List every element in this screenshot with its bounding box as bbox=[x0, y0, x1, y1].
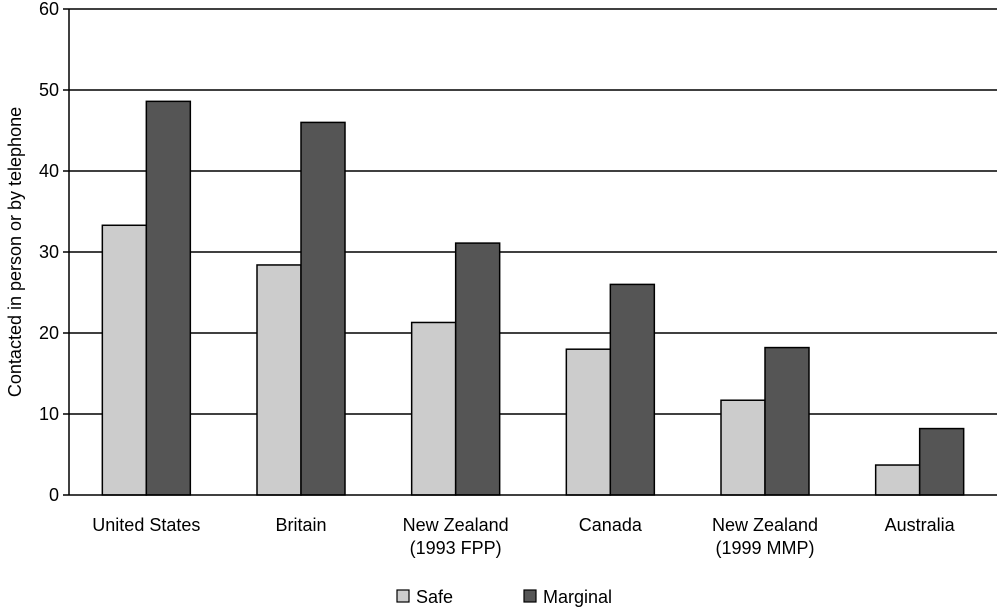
x-category-label: Canada bbox=[579, 515, 643, 535]
bar-safe-0 bbox=[101, 224, 148, 496]
axes bbox=[63, 8, 997, 496]
labels: 0 10 20 30 40 50 60 United States Britain New Zea… bbox=[5, 0, 956, 558]
legend: Safe Marginal bbox=[396, 587, 612, 607]
x-category-label: United States bbox=[92, 515, 200, 535]
x-category-label: Britain bbox=[275, 515, 326, 535]
y-tick-label: 30 bbox=[39, 242, 59, 262]
x-category-label-line: United States bbox=[92, 515, 200, 535]
x-category-label-line: (1999 MMP) bbox=[715, 538, 814, 558]
y-axis-title: Contacted in person or by telephone bbox=[5, 107, 25, 397]
x-category-label-line: Canada bbox=[579, 515, 643, 535]
y-tick-label: 50 bbox=[39, 80, 59, 100]
x-category-label: New Zealand (1999 MMP) bbox=[712, 515, 818, 558]
x-category-label-line: (1993 FPP) bbox=[410, 538, 502, 558]
legend-swatch-safe bbox=[396, 589, 410, 603]
bar-marginal-1 bbox=[300, 121, 346, 496]
legend-label-marginal: Marginal bbox=[543, 587, 612, 607]
gridlines bbox=[69, 8, 997, 415]
x-category-label-line: Australia bbox=[885, 515, 956, 535]
bar-safe-3 bbox=[565, 348, 612, 496]
bar-marginal-0 bbox=[145, 100, 192, 496]
legend-swatch-marginal bbox=[523, 589, 537, 603]
bar-safe-2 bbox=[410, 321, 457, 496]
legend-label-safe: Safe bbox=[416, 587, 453, 607]
y-tick-label: 40 bbox=[39, 161, 59, 181]
x-category-label-line: Britain bbox=[275, 515, 326, 535]
y-tick-label: 10 bbox=[39, 404, 59, 424]
bar-safe-4 bbox=[720, 399, 766, 496]
x-category-label-line: New Zealand bbox=[403, 515, 509, 535]
bar-safe-5 bbox=[874, 464, 921, 496]
bar-safe-1 bbox=[256, 264, 302, 496]
y-tick-label: 0 bbox=[49, 485, 59, 505]
x-category-label: Australia bbox=[885, 515, 956, 535]
y-tick-label: 20 bbox=[39, 323, 59, 343]
bar-marginal-2 bbox=[454, 242, 501, 496]
y-tick-label: 60 bbox=[39, 0, 59, 19]
x-category-label-line: New Zealand bbox=[712, 515, 818, 535]
bar-marginal-3 bbox=[609, 283, 656, 496]
bars bbox=[101, 100, 965, 496]
bar-marginal-4 bbox=[764, 346, 810, 496]
x-category-label: New Zealand (1993 FPP) bbox=[403, 515, 509, 558]
bar-marginal-5 bbox=[918, 427, 965, 496]
